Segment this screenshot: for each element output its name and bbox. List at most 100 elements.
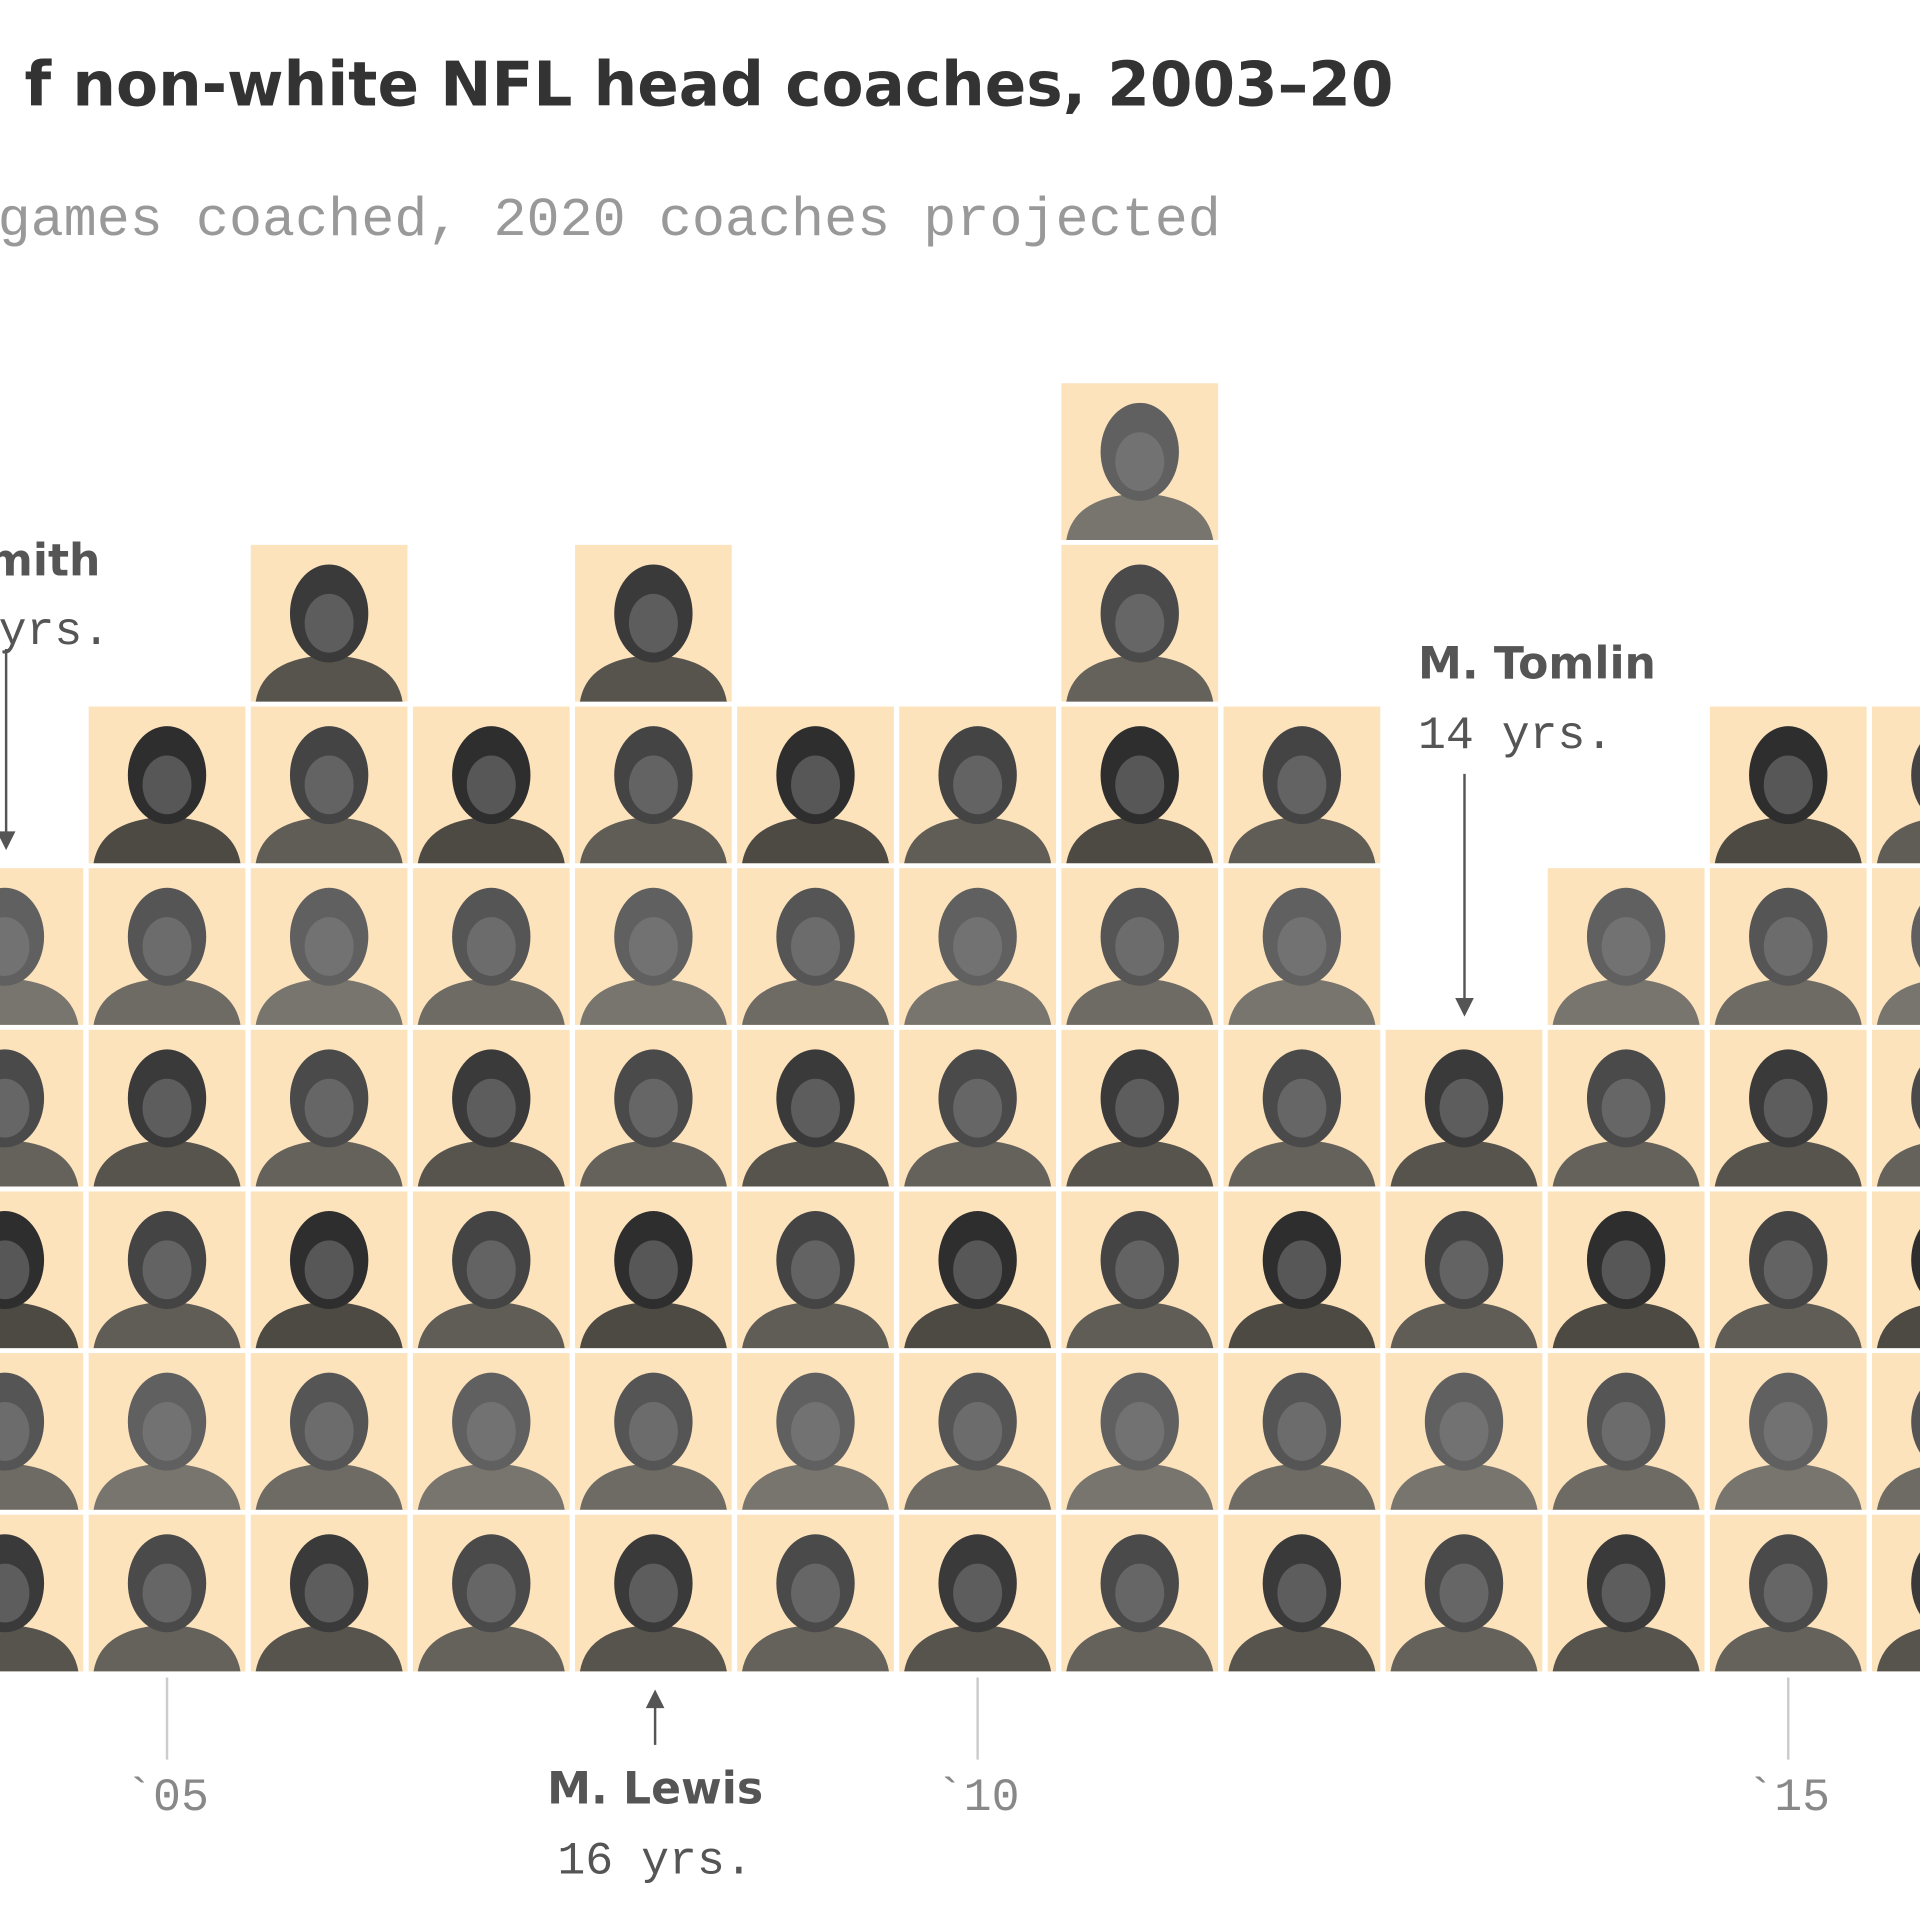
coach-tile xyxy=(1709,1029,1867,1187)
head xyxy=(1100,1211,1179,1309)
shoulders xyxy=(1228,1301,1376,1349)
coach-tile xyxy=(1547,868,1705,1025)
face-light xyxy=(1601,1240,1651,1300)
head xyxy=(1100,887,1179,986)
face-light xyxy=(953,755,1003,815)
head xyxy=(1100,1372,1179,1471)
head xyxy=(127,1049,207,1148)
coach-tile xyxy=(575,868,732,1025)
shoulders xyxy=(255,655,403,702)
face-light xyxy=(628,917,678,976)
annotation-note: 16 yrs. xyxy=(557,1834,752,1887)
coach-tile xyxy=(0,1353,84,1510)
coach-tile xyxy=(1872,1514,1920,1672)
shoulders xyxy=(1714,1140,1862,1187)
shoulders xyxy=(1876,982,1920,1025)
coach-tile xyxy=(575,544,732,702)
shoulders xyxy=(579,978,727,1025)
coach-tile xyxy=(1061,1514,1219,1672)
coach-tile xyxy=(1061,383,1219,540)
head xyxy=(1911,905,1920,968)
coach-tile xyxy=(1061,868,1219,1025)
head xyxy=(614,1049,693,1148)
shoulders xyxy=(93,978,241,1025)
coach-tile xyxy=(1547,1514,1705,1672)
shoulders xyxy=(1714,1301,1862,1349)
head xyxy=(1749,726,1828,825)
coach-tile xyxy=(1385,1353,1543,1510)
head xyxy=(0,887,45,986)
head xyxy=(1749,1372,1828,1471)
coach-tile xyxy=(899,1514,1056,1672)
face-light xyxy=(1115,1078,1165,1138)
head xyxy=(127,1372,207,1471)
face-light xyxy=(1601,1402,1651,1461)
face-light xyxy=(1439,1563,1489,1623)
face-light xyxy=(1115,593,1165,653)
arrow-head xyxy=(645,1689,665,1709)
shoulders xyxy=(904,1140,1052,1187)
coach-tile xyxy=(412,706,570,864)
coach-tile xyxy=(1547,1353,1705,1510)
head xyxy=(127,1211,207,1309)
face-light xyxy=(1763,1240,1813,1300)
shoulders xyxy=(0,1301,79,1349)
shoulders xyxy=(1228,978,1376,1025)
coach-tile xyxy=(1223,1353,1381,1510)
head xyxy=(289,1534,369,1633)
face-light xyxy=(1115,755,1165,815)
coach-tile xyxy=(575,706,732,864)
shoulders xyxy=(93,1140,241,1187)
shoulders xyxy=(579,655,727,702)
face-light xyxy=(1115,1563,1165,1623)
face-light xyxy=(628,1240,678,1300)
head xyxy=(0,1049,45,1148)
coach-tile xyxy=(575,1191,732,1349)
shoulders xyxy=(1228,1140,1376,1187)
shoulders xyxy=(1552,1463,1700,1510)
head xyxy=(1586,1211,1666,1309)
coach-tile xyxy=(1709,706,1867,864)
coach-tile xyxy=(1547,1191,1705,1349)
coach-tile xyxy=(250,1029,408,1187)
head xyxy=(127,726,207,825)
head xyxy=(614,726,693,825)
face-light xyxy=(304,1402,354,1461)
coach-tile xyxy=(0,868,84,1025)
coach-tile xyxy=(899,1191,1056,1349)
coach-tile xyxy=(1061,544,1219,702)
coach-tile xyxy=(1709,1353,1867,1510)
x-tick-label: `10 xyxy=(936,1771,1020,1824)
face-light xyxy=(1439,1240,1489,1300)
head xyxy=(1424,1211,1504,1309)
face-light xyxy=(1277,755,1327,815)
head xyxy=(452,726,531,825)
coach-tile xyxy=(1385,1029,1543,1187)
face-light xyxy=(1115,432,1165,492)
annotation-note: 14 yrs. xyxy=(1418,709,1613,762)
face-light xyxy=(1763,1402,1813,1461)
head xyxy=(1262,887,1342,986)
head xyxy=(1100,1534,1179,1633)
face-light xyxy=(628,593,678,653)
coach-tile xyxy=(88,1029,246,1187)
coach-tile xyxy=(1223,1191,1381,1349)
coach-tile xyxy=(1709,868,1867,1025)
head xyxy=(289,1049,369,1148)
coach-tile xyxy=(1061,1353,1219,1510)
coach-tile xyxy=(575,1353,732,1510)
head xyxy=(1911,744,1920,807)
shoulders xyxy=(1228,1463,1376,1510)
head xyxy=(1749,1211,1828,1309)
face-light xyxy=(953,1240,1003,1300)
face-light xyxy=(466,755,516,815)
head xyxy=(1911,1390,1920,1453)
head xyxy=(776,726,855,825)
head xyxy=(289,564,369,663)
face-light xyxy=(0,1563,30,1623)
annotation-label: M. Tomlin xyxy=(1418,638,1656,689)
coach-tile xyxy=(899,1029,1056,1187)
face-light xyxy=(1763,917,1813,976)
head xyxy=(1100,726,1179,825)
